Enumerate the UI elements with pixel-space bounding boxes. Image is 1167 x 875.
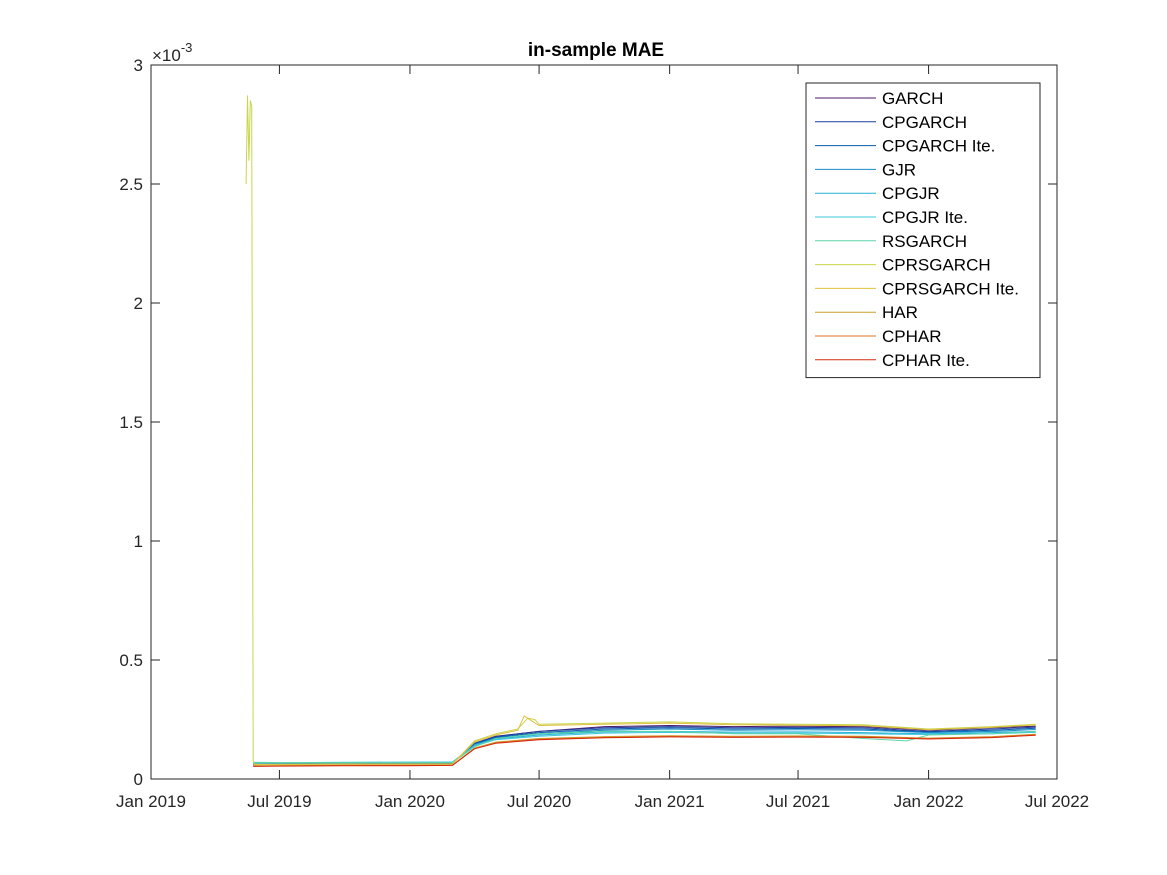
y-tick-label: 0 xyxy=(134,770,143,789)
legend-label: RSGARCH xyxy=(882,232,967,251)
x-tick-label: Jul 2022 xyxy=(1025,792,1089,811)
x-tick-label: Jul 2020 xyxy=(507,792,571,811)
series-line-9 xyxy=(253,715,1036,765)
legend-label: CPHAR Ite. xyxy=(882,351,970,370)
legend-label: CPGARCH Ite. xyxy=(882,137,995,156)
legend-label: CPRSGARCH Ite. xyxy=(882,279,1019,298)
y-tick-label: 1 xyxy=(134,532,143,551)
y-tick-label: 3 xyxy=(134,56,143,75)
legend-label: CPRSGARCH xyxy=(882,256,991,275)
legend-label: CPGJR xyxy=(882,184,940,203)
x-tick-label: Jan 2022 xyxy=(894,792,964,811)
axes: 0 0.5 1 1.5 2 2.5 3 Jan 2019 Jul 2019 Jan 2020 Jul… xyxy=(116,56,1089,811)
x-tick-label: Jul 2019 xyxy=(247,792,311,811)
legend: GARCH CPGARCH CPGARCH Ite. GJR CPGJR CPGJR It… xyxy=(805,82,1041,379)
x-tick-label: Jan 2020 xyxy=(375,792,445,811)
plot-area xyxy=(245,95,1036,767)
series-line-6 xyxy=(253,731,1036,764)
legend-label: CPHAR xyxy=(882,327,942,346)
legend-label: GARCH xyxy=(882,89,943,108)
legend-label: CPGJR Ite. xyxy=(882,208,968,227)
chart-title: in-sample MAE xyxy=(528,40,664,61)
y-tick-label: 1.5 xyxy=(119,413,143,432)
series-line-8 xyxy=(245,95,1036,766)
legend-label: HAR xyxy=(882,303,918,322)
y-tick-label: 2 xyxy=(134,294,143,313)
x-tick-label: Jan 2019 xyxy=(116,792,186,811)
x-tick-label: Jan 2021 xyxy=(635,792,705,811)
y-exponent-base: ×10 xyxy=(152,46,181,65)
x-tick-label: Jul 2021 xyxy=(766,792,830,811)
y-exponent-label: ×10-3 xyxy=(152,40,192,65)
legend-label: GJR xyxy=(882,160,916,179)
y-exponent-power: -3 xyxy=(181,40,193,55)
legend-box xyxy=(805,82,1041,379)
legend-label: CPGARCH xyxy=(882,113,967,132)
y-tick-label: 0.5 xyxy=(119,651,143,670)
series-line-12 xyxy=(253,734,1036,767)
y-tick-label: 2.5 xyxy=(119,175,143,194)
